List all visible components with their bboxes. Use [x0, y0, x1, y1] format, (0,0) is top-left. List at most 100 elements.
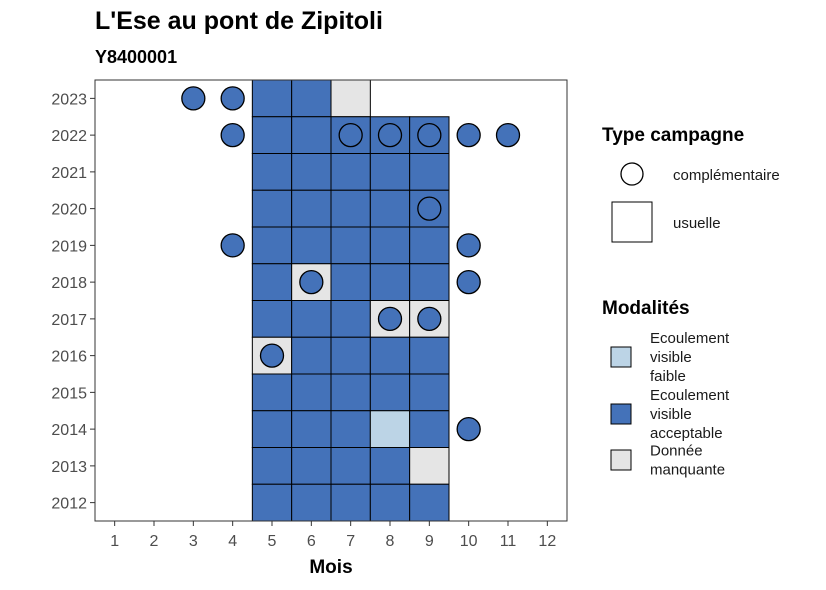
tile-2021-7	[330, 153, 371, 191]
point-2018-10	[456, 269, 481, 295]
legend-modalites-title: Modalités	[602, 298, 690, 319]
legend-label-acceptable: Ecoulement visible acceptable	[650, 387, 730, 442]
tile-2014-6	[291, 410, 332, 448]
point-2014-10	[456, 416, 481, 442]
x-tick-label-7: 7	[346, 533, 355, 550]
legend-label-faible: Ecoulement visible faible	[650, 330, 730, 385]
tile-2021-8	[369, 153, 411, 191]
tile-2012-6	[291, 483, 332, 522]
tile-2013-5	[251, 447, 293, 485]
y-tick-label-2023: 2023	[51, 91, 87, 108]
tile-2019-9	[409, 226, 450, 265]
x-tick-label-2: 2	[150, 533, 159, 550]
chart-subtitle: Y8400001	[95, 47, 177, 67]
x-axis-title: Mois	[309, 557, 352, 578]
point-2019-4	[220, 233, 245, 258]
tile-2017-5	[251, 300, 293, 338]
x-tick-label-4: 4	[228, 533, 237, 550]
point-2017-9	[417, 306, 442, 332]
plot-panel-border	[94, 79, 568, 522]
tile-2021-6	[291, 153, 332, 191]
y-tick-label-2020: 2020	[51, 202, 87, 219]
point-2016-5	[259, 343, 285, 368]
tile-2012-7	[330, 483, 371, 522]
legend-type-campagne: Type campagne complémentaire usuelle	[602, 125, 780, 243]
tile-2012-8	[369, 483, 411, 522]
tiles-layer	[251, 79, 450, 522]
legend-key-manquante	[610, 449, 632, 471]
tile-2016-6	[291, 336, 332, 375]
tile-2015-5	[251, 373, 293, 412]
x-tick-label-6: 6	[307, 533, 316, 550]
tile-2019-8	[369, 226, 411, 265]
tile-2014-7	[330, 410, 371, 448]
x-tick-label-9: 9	[425, 533, 434, 550]
tile-2020-5	[251, 189, 293, 228]
tile-2016-7	[330, 336, 371, 375]
tile-2022-6	[291, 116, 332, 154]
point-2022-10	[456, 122, 481, 148]
y-tick-label-2013: 2013	[51, 459, 87, 476]
point-2023-4	[220, 86, 245, 111]
y-tick-label-2014: 2014	[51, 422, 87, 439]
tile-2012-9	[409, 483, 450, 522]
tile-2015-8	[369, 373, 411, 412]
point-2022-4	[220, 122, 245, 148]
x-tick-label-12: 12	[538, 533, 556, 550]
y-tick-label-2022: 2022	[51, 128, 87, 145]
tile-2014-5	[251, 410, 293, 448]
tile-2019-7	[330, 226, 371, 265]
tile-2013-8	[369, 447, 411, 485]
tile-2022-5	[251, 116, 293, 154]
tile-2020-6	[291, 189, 332, 228]
x-tick-label-3: 3	[189, 533, 198, 550]
point-2018-6	[299, 269, 324, 295]
y-tick-label-2012: 2012	[51, 496, 87, 513]
chart-title: L'Ese au pont de Zipitoli	[95, 7, 383, 35]
tile-2019-5	[251, 226, 293, 265]
point-2019-10	[456, 233, 481, 258]
tile-2012-5	[251, 483, 293, 522]
legend-label-usuelle: usuelle	[673, 215, 721, 232]
x-tick-label-1: 1	[110, 533, 119, 550]
point-2022-11	[495, 122, 521, 148]
tile-2013-7	[330, 447, 371, 485]
y-tick-label-2019: 2019	[51, 238, 87, 255]
y-tick-label-2015: 2015	[51, 385, 87, 402]
point-2022-9	[417, 122, 442, 148]
legend-key-faible	[610, 346, 632, 368]
legend-circle-complementaire	[620, 162, 644, 186]
point-2022-7	[338, 122, 363, 148]
tile-2013-9	[409, 447, 450, 485]
tile-2016-9	[409, 336, 450, 375]
tile-2021-9	[409, 153, 450, 191]
tile-2023-5	[251, 79, 293, 118]
x-tick-label-8: 8	[386, 533, 395, 550]
tile-2023-6	[291, 79, 332, 118]
point-2020-9	[417, 196, 442, 221]
tile-2017-6	[291, 300, 332, 338]
tile-2020-7	[330, 189, 371, 228]
y-tick-label-2018: 2018	[51, 275, 87, 292]
tile-2018-5	[251, 263, 293, 301]
tile-2021-5	[251, 153, 293, 191]
y-axis: 2012 2013 2014 2015 2016 2017 2018 2019 2020 2021…	[51, 91, 95, 513]
tile-2018-8	[369, 263, 411, 301]
point-2017-8	[377, 306, 403, 332]
y-tick-label-2017: 2017	[51, 312, 87, 329]
tile-2017-7	[330, 300, 371, 338]
x-axis: 1 2 3 4 5 6 7 8 9 10 11 12	[110, 521, 556, 550]
tile-2018-7	[330, 263, 371, 301]
legend-key-acceptable	[610, 403, 632, 425]
tile-2018-9	[409, 263, 450, 301]
y-tick-label-2016: 2016	[51, 349, 87, 366]
tile-2014-8	[369, 410, 411, 448]
tile-2014-9	[409, 410, 450, 448]
tile-2015-7	[330, 373, 371, 412]
tile-2020-8	[369, 189, 411, 228]
legend-square-usuelle	[611, 201, 653, 243]
legend-campagne-title: Type campagne	[602, 125, 744, 146]
x-tick-label-5: 5	[268, 533, 277, 550]
tile-2015-9	[409, 373, 450, 412]
